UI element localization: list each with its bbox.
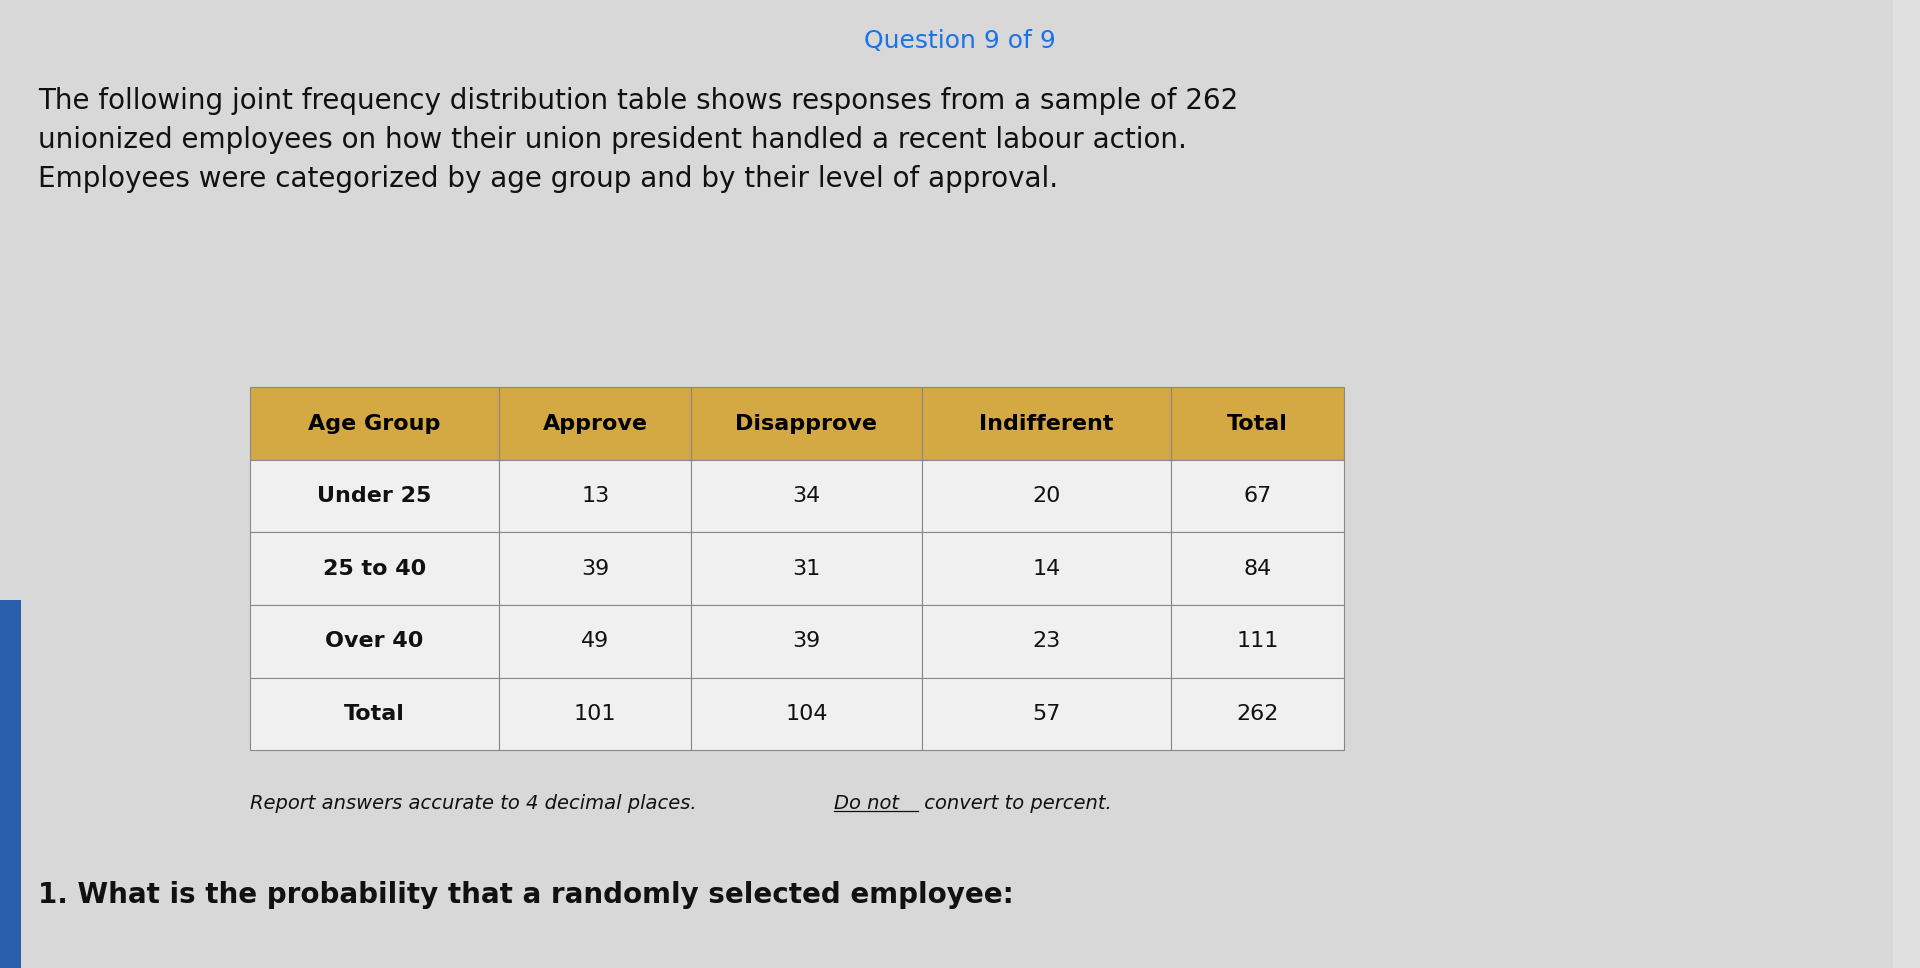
- FancyBboxPatch shape: [1171, 605, 1344, 678]
- FancyBboxPatch shape: [922, 460, 1171, 532]
- Text: 1. What is the probability that a randomly selected employee:: 1. What is the probability that a random…: [38, 881, 1014, 909]
- FancyBboxPatch shape: [0, 600, 21, 968]
- Text: 101: 101: [574, 704, 616, 724]
- Text: 39: 39: [793, 631, 820, 651]
- FancyBboxPatch shape: [691, 460, 922, 532]
- FancyBboxPatch shape: [922, 387, 1171, 460]
- FancyBboxPatch shape: [1171, 678, 1344, 750]
- FancyBboxPatch shape: [250, 532, 499, 605]
- FancyBboxPatch shape: [499, 605, 691, 678]
- Text: Disapprove: Disapprove: [735, 413, 877, 434]
- Text: 57: 57: [1033, 704, 1060, 724]
- Text: 111: 111: [1236, 631, 1279, 651]
- Text: 23: 23: [1033, 631, 1060, 651]
- Text: convert to percent.: convert to percent.: [918, 794, 1112, 813]
- FancyBboxPatch shape: [499, 678, 691, 750]
- Text: Over 40: Over 40: [324, 631, 424, 651]
- Text: Total: Total: [344, 704, 405, 724]
- FancyBboxPatch shape: [250, 678, 499, 750]
- Text: 13: 13: [582, 486, 609, 506]
- Text: 20: 20: [1033, 486, 1060, 506]
- FancyBboxPatch shape: [922, 605, 1171, 678]
- Text: Indifferent: Indifferent: [979, 413, 1114, 434]
- Text: 14: 14: [1033, 559, 1060, 579]
- FancyBboxPatch shape: [499, 532, 691, 605]
- Text: 67: 67: [1244, 486, 1271, 506]
- Text: 104: 104: [785, 704, 828, 724]
- FancyBboxPatch shape: [499, 460, 691, 532]
- FancyBboxPatch shape: [1171, 532, 1344, 605]
- Text: Approve: Approve: [543, 413, 647, 434]
- FancyBboxPatch shape: [1171, 460, 1344, 532]
- FancyBboxPatch shape: [1893, 0, 1920, 968]
- FancyBboxPatch shape: [499, 387, 691, 460]
- FancyBboxPatch shape: [691, 678, 922, 750]
- FancyBboxPatch shape: [250, 460, 499, 532]
- FancyBboxPatch shape: [691, 532, 922, 605]
- FancyBboxPatch shape: [250, 605, 499, 678]
- Text: Question 9 of 9: Question 9 of 9: [864, 29, 1056, 53]
- Text: 34: 34: [793, 486, 820, 506]
- Text: 39: 39: [582, 559, 609, 579]
- FancyBboxPatch shape: [922, 532, 1171, 605]
- Text: Age Group: Age Group: [309, 413, 440, 434]
- Text: 31: 31: [793, 559, 820, 579]
- Text: Total: Total: [1227, 413, 1288, 434]
- Text: 262: 262: [1236, 704, 1279, 724]
- FancyBboxPatch shape: [922, 678, 1171, 750]
- FancyBboxPatch shape: [691, 387, 922, 460]
- FancyBboxPatch shape: [250, 387, 499, 460]
- Text: 84: 84: [1244, 559, 1271, 579]
- Text: Under 25: Under 25: [317, 486, 432, 506]
- Text: 49: 49: [582, 631, 609, 651]
- FancyBboxPatch shape: [691, 605, 922, 678]
- Text: Report answers accurate to 4 decimal places.: Report answers accurate to 4 decimal pla…: [250, 794, 703, 813]
- Text: 25 to 40: 25 to 40: [323, 559, 426, 579]
- Text: The following joint frequency distribution table shows responses from a sample o: The following joint frequency distributi…: [38, 87, 1238, 194]
- Text: Do not: Do not: [833, 794, 899, 813]
- FancyBboxPatch shape: [1171, 387, 1344, 460]
